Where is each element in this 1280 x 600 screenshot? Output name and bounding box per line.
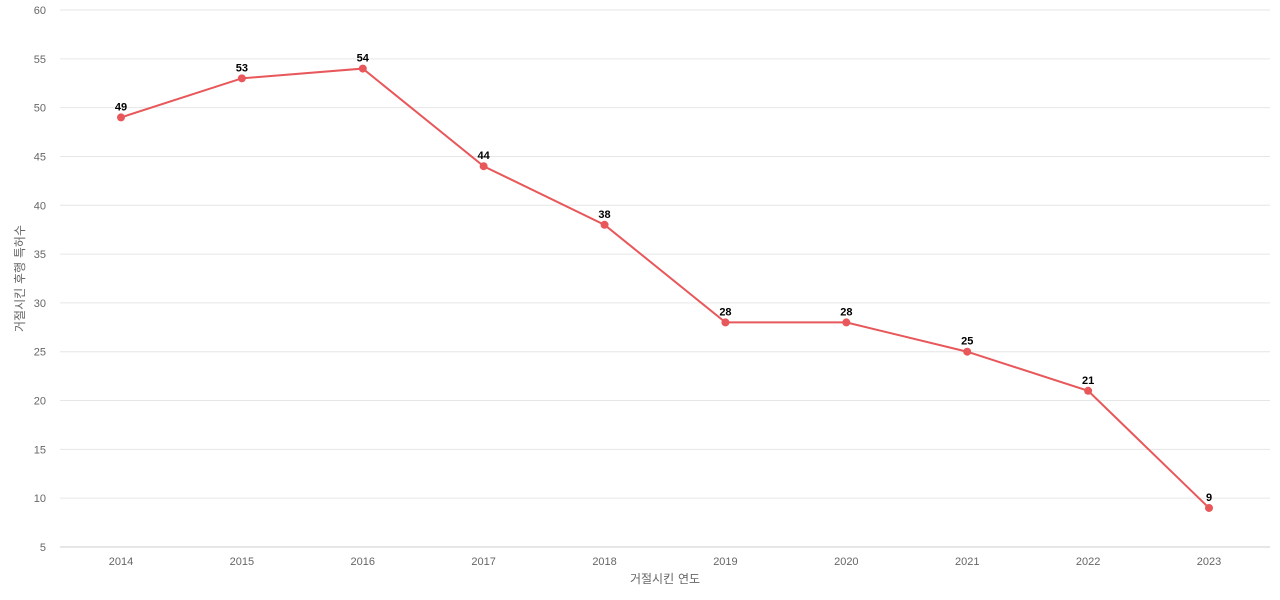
data-label: 54	[357, 53, 370, 65]
y-tick-label: 20	[34, 396, 46, 408]
x-tick-label: 2022	[1076, 556, 1100, 568]
x-tick-label: 2014	[109, 556, 133, 568]
y-tick-label: 35	[34, 249, 46, 261]
data-label: 28	[840, 306, 852, 318]
data-label: 44	[478, 150, 491, 162]
x-tick-label: 2020	[834, 556, 858, 568]
x-tick-label: 2023	[1197, 556, 1221, 568]
x-tick-label: 2015	[230, 556, 254, 568]
y-tick-label: 60	[34, 5, 46, 17]
y-tick-label: 40	[34, 200, 46, 212]
x-axis-ticks: 2014 2015 2016 2017 2018 2019 2020 2021 2022 2023	[109, 556, 1221, 568]
data-label: 21	[1082, 375, 1094, 387]
data-point	[117, 113, 125, 122]
y-tick-label: 50	[34, 103, 46, 115]
y-tick-label: 5	[40, 542, 46, 554]
data-label: 25	[961, 336, 973, 348]
data-point	[600, 220, 609, 229]
data-point	[963, 347, 972, 356]
data-label: 49	[115, 101, 127, 113]
y-tick-label: 45	[34, 151, 46, 163]
data-label: 28	[719, 306, 731, 318]
data-point	[479, 162, 488, 171]
y-tick-label: 55	[34, 54, 46, 66]
y-axis-ticks: 5 10 15 20 25 30 35 40 45 50 55 60	[34, 5, 46, 554]
series-line	[120, 67, 1210, 509]
data-points	[117, 64, 1213, 512]
data-label: 38	[598, 209, 610, 221]
x-tick-label: 2021	[955, 556, 979, 568]
data-label: 53	[236, 62, 248, 74]
y-tick-label: 10	[34, 493, 46, 505]
y-tick-label: 15	[34, 444, 46, 456]
data-point	[842, 318, 851, 327]
data-label: 9	[1206, 492, 1212, 504]
y-tick-label: 30	[34, 298, 46, 310]
y-tick-label: 25	[34, 347, 46, 359]
x-tick-label: 2018	[592, 556, 616, 568]
grid-lines	[60, 9, 1270, 499]
data-point	[237, 74, 246, 83]
x-tick-label: 2019	[713, 556, 737, 568]
data-point	[358, 64, 367, 73]
data-labels: 49 53 54 44 38 28 28 25 21 9	[115, 53, 1212, 504]
y-axis-title: 거절시킨 후행 특허수	[12, 225, 27, 332]
x-tick-label: 2016	[351, 556, 375, 568]
data-point	[721, 318, 730, 327]
data-point	[1205, 503, 1213, 512]
data-point	[1084, 386, 1093, 395]
x-axis-title: 거절시킨 연도	[630, 572, 700, 586]
x-tick-label: 2017	[471, 556, 495, 568]
